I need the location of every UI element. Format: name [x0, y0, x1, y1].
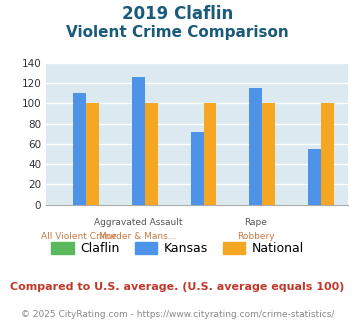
Bar: [250, 88, 262, 205]
Text: Rape: Rape: [245, 218, 267, 227]
Bar: [73, 93, 86, 205]
Legend: Claflin, Kansas, National: Claflin, Kansas, National: [47, 237, 308, 260]
Bar: [308, 149, 321, 205]
Bar: [144, 103, 158, 205]
Text: Robbery: Robbery: [237, 232, 275, 241]
Bar: [86, 103, 99, 205]
Text: Compared to U.S. average. (U.S. average equals 100): Compared to U.S. average. (U.S. average …: [10, 282, 345, 292]
Text: 2019 Claflin: 2019 Claflin: [122, 5, 233, 23]
Bar: [321, 103, 334, 205]
Text: Violent Crime Comparison: Violent Crime Comparison: [66, 25, 289, 40]
Bar: [262, 103, 275, 205]
Bar: [191, 132, 203, 205]
Text: © 2025 CityRating.com - https://www.cityrating.com/crime-statistics/: © 2025 CityRating.com - https://www.city…: [21, 310, 334, 319]
Text: All Violent Crime: All Violent Crime: [42, 232, 117, 241]
Text: Aggravated Assault: Aggravated Assault: [94, 218, 182, 227]
Bar: [203, 103, 217, 205]
Bar: [132, 77, 144, 205]
Text: Murder & Mans...: Murder & Mans...: [99, 232, 177, 241]
